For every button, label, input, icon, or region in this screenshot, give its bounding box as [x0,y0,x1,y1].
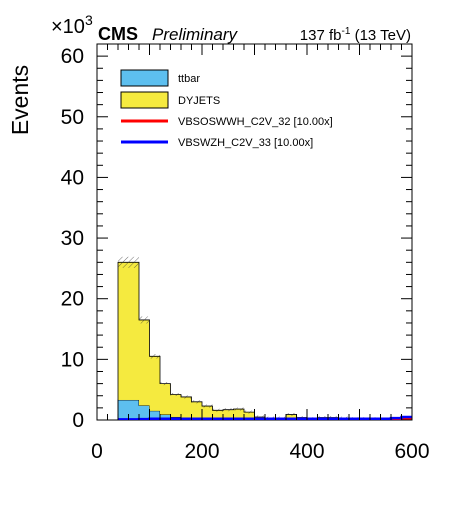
uncertainty-bin-15 [286,413,297,417]
uncertainty-bin-0 [118,256,139,268]
bar-dyjets-bin-8 [212,410,223,419]
legend-label-vbsoswwh: VBSOSWWH_C2V_32 [10.00x] [178,116,333,128]
x-tick-label-400: 400 [289,440,324,463]
bar-ttbar-bin-2 [149,410,160,420]
bar-ttbar-bin-0 [118,399,139,420]
bar-ttbar-bin-1 [139,405,150,420]
bar-dyjets-bin-7 [202,406,213,419]
y-tick-label-30: 30 [61,227,84,250]
y-tick-label-10: 10 [61,348,84,371]
x-tick-label-600: 600 [394,440,429,463]
y-multiplier: ×103 [51,12,93,38]
bar-dyjets-bin-3 [160,383,171,415]
bar-dyjets-bin-0 [118,262,139,400]
bar-dyjets-bin-4 [170,394,181,417]
bar-dyjets-bin-2 [149,356,160,411]
x-tick-label-0: 0 [91,440,103,463]
uncertainty-bin-8 [212,408,223,412]
line-vbswzh-c2v-33-10-00x- [118,415,412,420]
uncertainty-bin-1 [139,316,150,324]
y-tick-label-0: 0 [72,409,84,432]
lumi-label: 137 fb-1 (13 TeV) [300,26,411,44]
y-tick-label-60: 60 [61,45,84,68]
legend-label-ttbar: ttbar [178,73,200,85]
bar-dyjets-bin-15 [286,414,297,420]
x-tick-label-200: 200 [184,440,219,463]
uncertainty-bin-12 [254,415,265,419]
bar-dyjets-bin-1 [139,319,150,406]
status-label: Preliminary [152,25,239,44]
bar-dyjets-bin-9 [223,409,234,419]
uncertainty-bin-7 [202,404,213,408]
y-tick-label-40: 40 [61,166,84,189]
bar-ttbar-bin-3 [160,414,171,420]
stacked-bars [117,256,412,420]
legend-label-dyjets: DYJETS [178,95,220,107]
legend-swatch-ttbar [120,69,169,87]
bar-dyjets-bin-10 [233,409,244,419]
uncertainty-bin-5 [181,395,192,399]
uncertainty-bin-2 [149,354,160,359]
uncertainty-bin-10 [233,407,244,411]
y-tick-label-50: 50 [61,106,84,129]
y-axis-title: Events [7,65,33,135]
uncertainty-bin-11 [244,410,255,414]
axis-ticks [96,43,413,421]
legend: ttbar DYJETS VBSOSWWH_C2V_32 [10.00x] VB… [120,69,333,149]
bar-dyjets-bin-11 [244,412,255,420]
y-tick-label-20: 20 [61,288,84,311]
bar-dyjets-bin-6 [191,401,202,419]
legend-label-vbswzh: VBSWZH_C2V_33 [10.00x] [178,137,313,149]
experiment-label: CMS [98,24,138,44]
uncertainty-bin-6 [191,400,202,404]
uncertainty-bin-9 [223,408,234,412]
legend-swatch-dyjets [120,91,169,109]
bar-dyjets-bin-5 [181,396,192,418]
uncertainty-bin-3 [160,382,171,386]
uncertainty-bin-4 [170,393,181,397]
